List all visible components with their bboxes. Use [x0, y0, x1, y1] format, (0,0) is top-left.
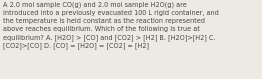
- Text: A 2.0 mol sample CO(g) and 2.0 mol sample H2O(g) are
introduced into a previousl: A 2.0 mol sample CO(g) and 2.0 mol sampl…: [3, 2, 219, 49]
